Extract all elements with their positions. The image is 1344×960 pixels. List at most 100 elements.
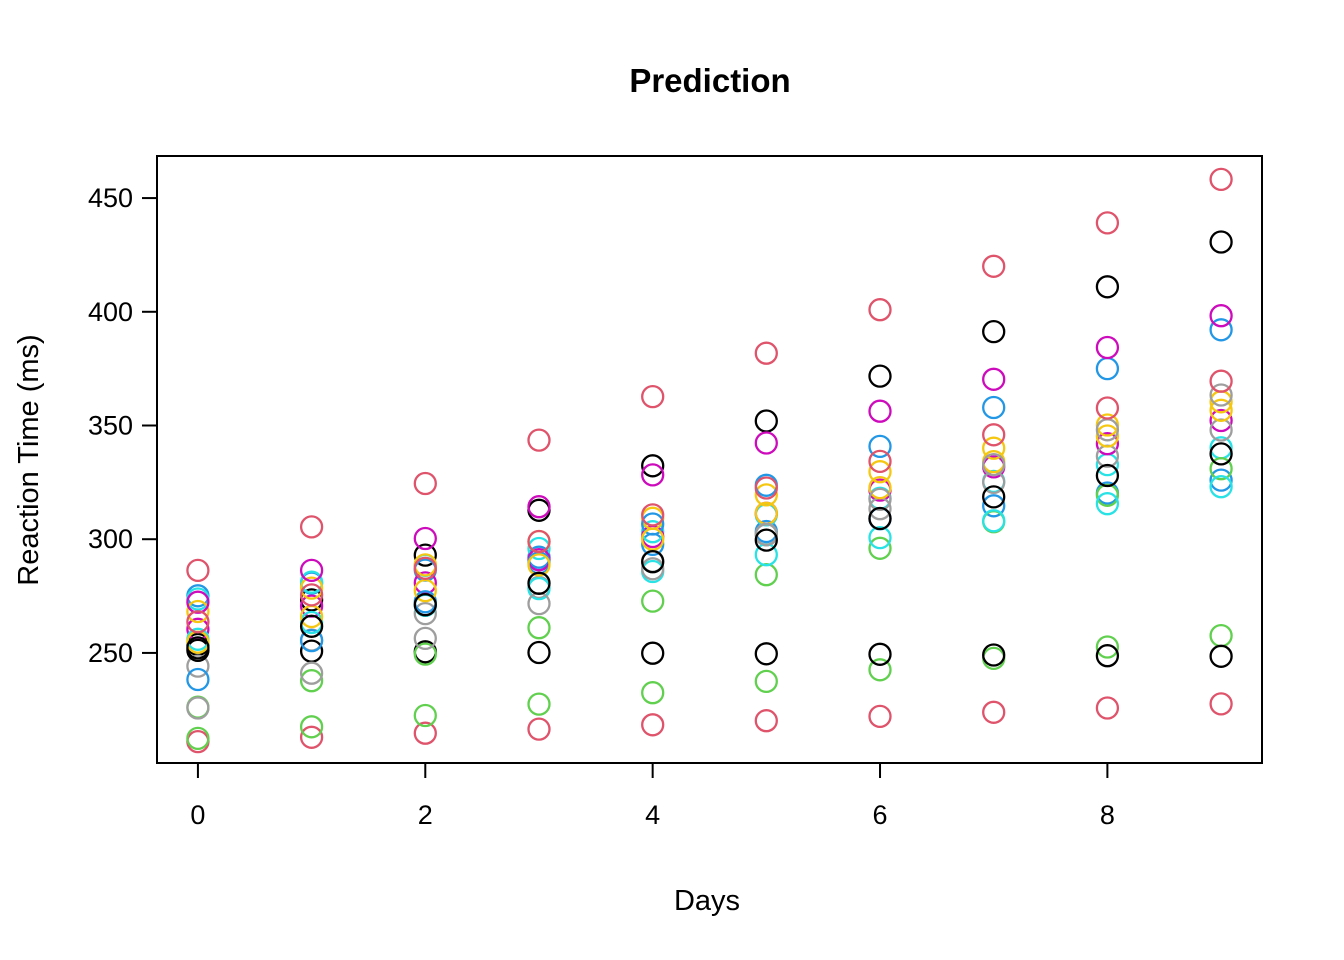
data-point-circle [299,570,324,594]
data-point-circle [413,703,437,728]
data-point-circle [413,593,437,617]
data-point-circle [868,642,892,666]
data-point-circle [1095,211,1120,235]
data-point-circle [868,704,892,729]
data-point-circle [868,399,892,423]
data-point-circle [868,298,892,322]
data-point-circle [1209,623,1233,648]
data-point-circle [1209,318,1233,342]
data-point-circle [186,654,210,678]
data-point-circle [1209,418,1233,442]
data-point-circle [186,599,210,624]
data-point-circle [1095,275,1120,299]
data-point-circle [868,434,892,459]
data-point-circle [754,563,778,587]
data-point-circle [413,626,437,651]
data-point-circle [754,483,778,507]
data-point-circle [982,452,1006,477]
x-tick-label: 8 [1100,800,1115,830]
data-point-circle [1095,424,1120,448]
data-point-circle [982,485,1006,509]
y-axis-ticks: 250 300 350 400 450 [88,183,157,668]
x-axis-ticks: 0 2 4 6 8 [190,763,1115,830]
data-point-circle [299,558,324,583]
data-point-circle [868,364,892,388]
data-point-circle [641,550,665,574]
data-point-circle [982,436,1006,460]
data-point-circle [754,669,778,694]
data-point-circle [413,578,437,603]
data-point-circle [868,525,892,550]
data-point-circle [868,658,892,682]
data-point-circle [1095,492,1120,516]
data-point-circle [754,431,778,455]
data-point-circle [186,696,210,720]
data-point-circle [299,583,324,607]
data-point-circle [982,319,1006,344]
data-point-circle [186,610,210,634]
y-tick-label: 400 [88,297,133,327]
data-point-circle [868,506,892,531]
data-point-circle [527,640,551,665]
data-point-circle [1095,483,1120,507]
data-point-circle [1095,396,1120,420]
data-point-circle [527,576,551,601]
data-point-circle [982,643,1006,667]
x-tick-label: 2 [418,800,433,830]
data-point-circle [1095,432,1120,456]
y-tick-label: 350 [88,410,133,440]
data-point-circle [1095,356,1120,381]
data-point-circle [299,661,324,685]
y-tick-label: 450 [88,183,133,213]
data-point-circle [868,449,892,474]
data-point-circle [754,476,778,500]
data-point-circle [186,636,210,660]
data-point-circle [299,576,324,600]
data-point-circle [641,641,665,665]
data-point-circle [299,614,324,638]
data-point-circle [413,471,437,496]
data-point-circle [754,522,778,546]
data-point-circle [527,495,551,519]
data-point-circle [1209,475,1233,499]
data-point-circle [1209,230,1233,254]
y-tick-label: 300 [88,524,133,554]
data-point-circle [1209,398,1233,422]
data-point-circle [186,667,210,692]
data-point-circle [641,512,665,536]
data-point-circle [527,591,551,616]
data-point-circle [186,726,210,751]
data-point-circle [982,254,1006,278]
x-tick-label: 4 [645,800,660,830]
data-point-circle [413,556,437,580]
x-tick-label: 6 [873,800,888,830]
data-point-circle [527,553,551,577]
data-point-circle [982,423,1006,447]
data-point-circle [413,526,437,551]
data-point-circle [641,713,665,737]
data-point-circle [982,395,1006,420]
data-point-circle [299,669,324,693]
data-point-circle [1095,644,1120,668]
data-point-circle [1095,635,1120,659]
x-tick-label: 0 [190,800,205,830]
data-point-circle [186,590,210,614]
data-point-circle [527,692,551,716]
data-point-circle [1209,369,1233,393]
data-point-circle [982,509,1006,533]
plot-border-box [156,155,1263,764]
data-point-circle [1209,692,1233,716]
data-point-circle [868,475,892,500]
data-point-circle [1095,335,1120,360]
data-point-circle [299,628,324,653]
y-axis-title: Reaction Time (ms) [13,334,45,585]
data-point-circle [641,681,665,705]
data-point-circle [413,642,437,666]
data-point-circle [527,536,551,561]
data-point-circle [299,715,324,739]
data-point-circle [641,589,665,613]
data-point-circle [413,721,437,745]
data-point-circle [868,487,892,512]
data-point-circle [754,642,778,666]
